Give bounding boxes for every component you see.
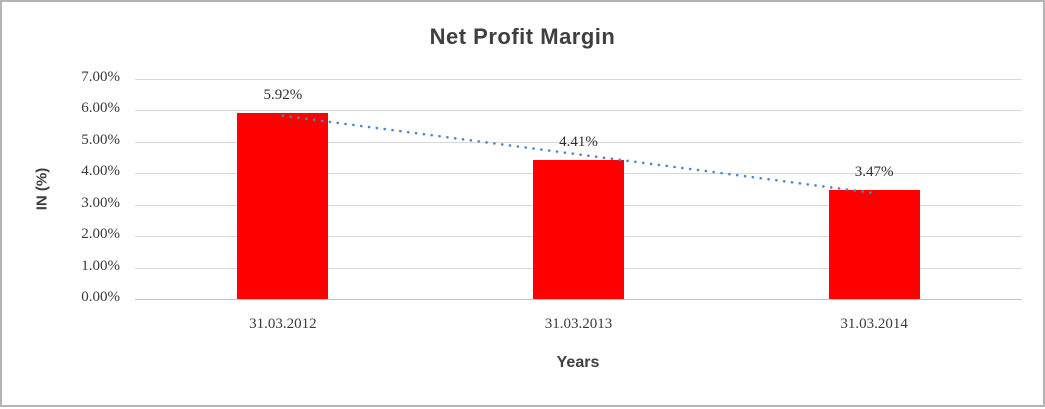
y-tick-label: 4.00%	[81, 163, 120, 180]
x-axis-line	[135, 299, 1022, 300]
y-tick-label: 5.00%	[81, 131, 120, 148]
y-tick-label: 3.00%	[81, 194, 120, 211]
y-tick-label: 0.00%	[81, 289, 120, 305]
y-tick-label: 6.00%	[81, 100, 120, 117]
data-label: 3.47%	[854, 163, 894, 180]
chart-title: Net Profit Margin	[429, 24, 616, 49]
x-axis-title: Years	[556, 354, 600, 371]
x-category-label: 31.03.2013	[544, 316, 613, 332]
gridline	[135, 110, 1022, 112]
bar	[533, 160, 624, 299]
y-tick-label: 2.00%	[81, 226, 120, 243]
bar	[237, 112, 329, 299]
data-label: 5.92%	[263, 86, 303, 103]
bar	[828, 189, 920, 299]
gridline	[135, 79, 1022, 80]
y-tick-label: 1.00%	[81, 257, 120, 274]
data-label: 4.41%	[559, 134, 598, 151]
y-tick-label: 7.00%	[81, 69, 120, 85]
x-category-label: 31.03.2014	[840, 316, 908, 332]
x-category-label: 31.03.2012	[249, 316, 317, 332]
